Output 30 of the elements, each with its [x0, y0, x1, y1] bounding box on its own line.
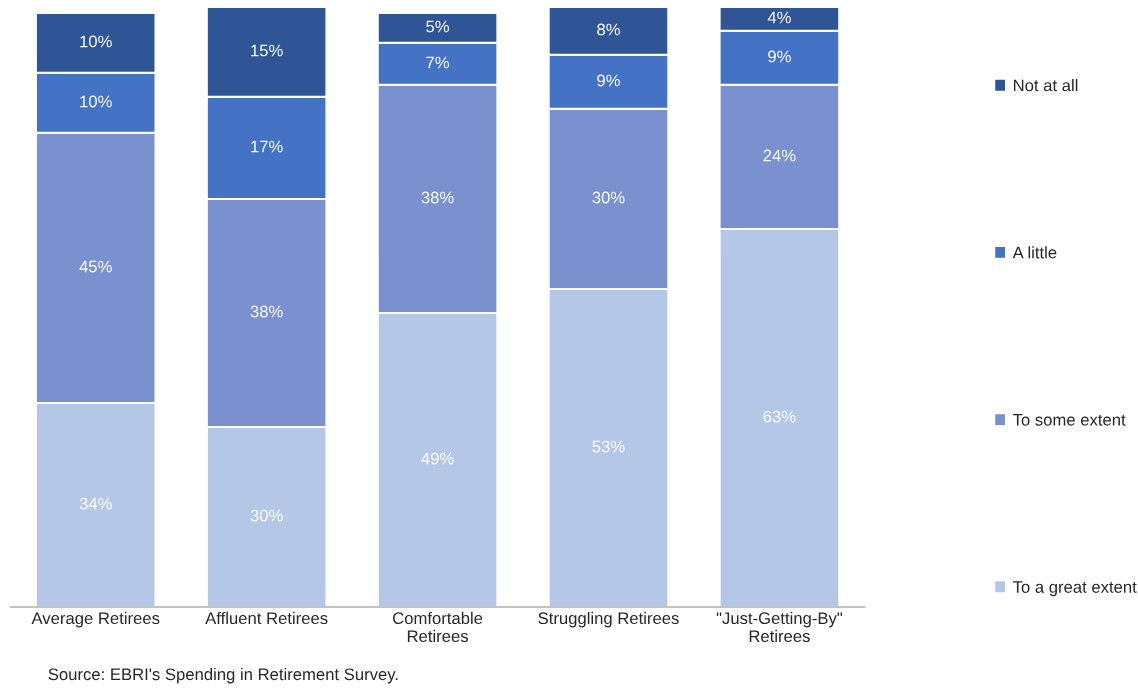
x-tick-label: Average Retirees: [31, 611, 160, 628]
legend-label: To a great extent: [1013, 581, 1137, 597]
data-label: 45%: [79, 260, 112, 273]
legend-label: To some extent: [1013, 414, 1126, 426]
data-label: 24%: [763, 149, 796, 162]
data-label: 5%: [426, 20, 450, 33]
data-label: 10%: [80, 35, 112, 48]
data-label: 38%: [421, 191, 454, 204]
source-note: Source: EBRI's Spending in Retirement Survey.: [48, 667, 398, 684]
data-label: 53%: [592, 440, 625, 453]
data-label: 8%: [597, 23, 620, 36]
data-label: 9%: [768, 50, 791, 63]
data-label: 49%: [421, 452, 454, 465]
data-label: 63%: [763, 410, 796, 423]
data-label: 15%: [251, 44, 283, 57]
data-label: 10%: [80, 95, 112, 108]
data-label: 4%: [767, 11, 791, 24]
x-tick-label: Comfortable Retirees: [393, 611, 483, 643]
data-label: 17%: [251, 140, 283, 153]
legend-label: A little: [1012, 246, 1057, 259]
data-label: 34%: [79, 497, 112, 510]
x-tick-label: "Just-Getting-By" Retirees: [716, 611, 843, 643]
data-label: 7%: [426, 56, 450, 69]
data-label: 30%: [592, 191, 625, 204]
data-label: 38%: [250, 305, 283, 318]
data-label: 30%: [250, 509, 283, 522]
x-tick-label: Affluent Retirees: [205, 611, 328, 625]
data-label: 9%: [597, 74, 620, 87]
x-tick-label: Struggling Retirees: [538, 611, 679, 628]
legend-label: Not at all: [1013, 79, 1078, 92]
